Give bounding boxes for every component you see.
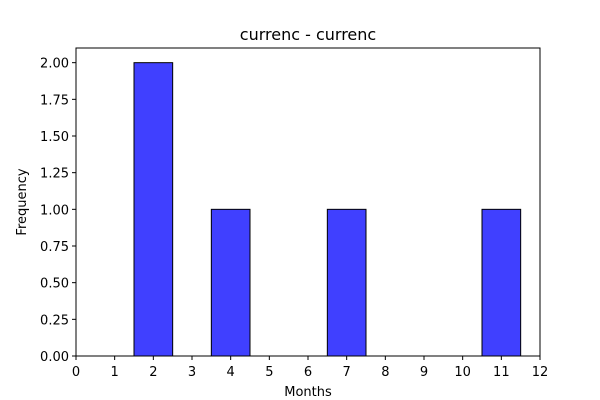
x-tick-label-3: 3 [188,365,196,380]
y-tick-label-1: 0.25 [40,313,69,328]
bar-1 [210,208,251,357]
bars-group [133,62,522,357]
bar-0 [133,62,174,357]
x-tick-label-11: 11 [493,365,510,380]
x-tick-label-7: 7 [343,365,351,380]
x-tick-label-0: 0 [72,365,80,380]
x-tick-label-5: 5 [265,365,273,380]
x-tick-label-12: 12 [532,365,549,380]
y-tick-label-4: 1.00 [40,203,69,218]
y-tick-label-8: 2.00 [40,57,69,72]
y-tick-label-3: 0.75 [40,240,69,255]
y-tick-label-5: 1.25 [40,167,69,182]
x-tick-label-2: 2 [149,365,157,380]
y-axis-title: Frequency [15,168,30,235]
chart-title: currenc - currenc [240,25,376,44]
x-axis: 0 1 2 3 4 5 6 7 8 9 10 11 12 [72,356,548,380]
y-tick-label-7: 1.75 [40,93,69,108]
y-tick-label-2: 0.50 [40,277,69,292]
x-axis-title: Months [284,385,332,400]
x-tick-label-9: 9 [420,365,428,380]
x-tick-label-1: 1 [111,365,119,380]
y-axis: 0.00 0.25 0.50 0.75 1.00 1.25 1.50 1.75 2.00 [40,57,76,365]
bar-2 [326,208,367,357]
x-tick-label-8: 8 [381,365,389,380]
y-tick-label-0: 0.00 [40,350,69,365]
x-tick-label-10: 10 [454,365,471,380]
x-tick-label-4: 4 [227,365,235,380]
y-tick-label-6: 1.50 [40,130,69,145]
x-tick-label-6: 6 [304,365,312,380]
bar-3 [481,208,522,357]
